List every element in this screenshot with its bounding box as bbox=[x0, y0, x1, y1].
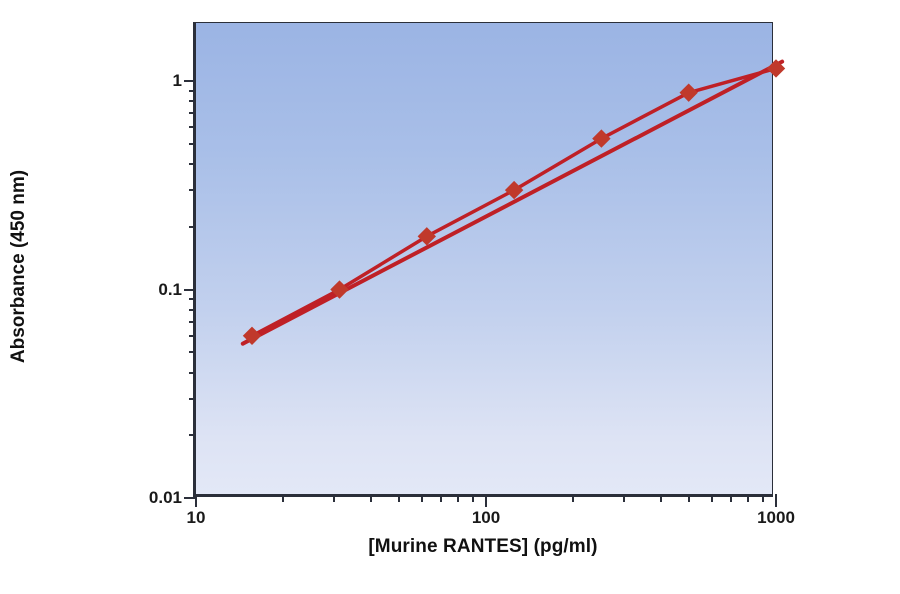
y-axis-tick-major bbox=[184, 497, 196, 499]
y-axis-tick-major bbox=[184, 80, 196, 83]
x-axis-tick-label: 10 bbox=[186, 508, 206, 527]
data-point-marker[interactable] bbox=[679, 83, 698, 102]
x-axis-tick-minor bbox=[687, 494, 690, 502]
x-axis-tick-minor bbox=[420, 494, 423, 502]
x-axis-tick-major bbox=[485, 494, 487, 507]
data-point-marker[interactable] bbox=[766, 59, 786, 78]
x-axis-tick-minor bbox=[746, 494, 749, 502]
y-axis-tick-minor bbox=[189, 100, 196, 103]
x-axis-tick-minor bbox=[369, 494, 372, 502]
y-axis-tick-minor bbox=[189, 126, 196, 129]
x-axis-tick-major bbox=[195, 494, 197, 507]
y-axis-tick-label: 1 bbox=[172, 71, 182, 91]
y-axis-tick-minor bbox=[189, 434, 196, 437]
x-axis-tick-major bbox=[775, 494, 777, 507]
x-axis-tick-minor bbox=[456, 494, 459, 502]
y-axis-tick-minor bbox=[189, 351, 196, 354]
x-axis-tick-minor bbox=[440, 494, 443, 502]
data-point-marker[interactable] bbox=[417, 227, 437, 246]
y-axis-tick-minor bbox=[189, 225, 196, 228]
y-axis-tick-minor bbox=[189, 142, 196, 145]
x-axis-title: [Murine RANTES] (pg/ml) bbox=[368, 536, 598, 557]
y-axis-tick-label: 0.01 bbox=[148, 488, 182, 507]
data-point-marker[interactable] bbox=[592, 129, 611, 148]
y-axis-tick-minor bbox=[189, 163, 196, 166]
y-axis-tick-major bbox=[184, 288, 196, 291]
data-point-marker[interactable] bbox=[242, 326, 262, 346]
x-axis-tick-minor bbox=[730, 494, 733, 502]
y-axis-title: Absorbance (450 nm) bbox=[8, 169, 29, 364]
y-axis-tick-minor bbox=[189, 308, 196, 311]
data-point-marker[interactable] bbox=[330, 280, 349, 299]
x-axis-tick-minor bbox=[572, 494, 575, 502]
data-series-layer bbox=[240, 59, 786, 346]
x-axis-tick-label: 1000 bbox=[757, 508, 795, 527]
y-axis-tick-minor bbox=[189, 371, 196, 374]
y-axis-tick-minor bbox=[189, 334, 196, 337]
x-axis-tick-label: 100 bbox=[471, 508, 501, 527]
x-axis-tick-minor bbox=[471, 494, 474, 502]
y-axis-tick-minor bbox=[189, 89, 196, 92]
trend-line bbox=[240, 59, 785, 346]
y-axis-tick-minor bbox=[189, 298, 196, 301]
y-axis-tick-minor bbox=[189, 189, 196, 192]
x-axis-tick-minor bbox=[659, 494, 662, 502]
x-axis-tick-minor bbox=[623, 494, 626, 502]
y-axis-tick-minor bbox=[189, 397, 196, 400]
x-axis-tick-minor bbox=[761, 494, 764, 502]
y-axis-tick-minor bbox=[189, 320, 196, 323]
plot-area: 1 0.1 0.01 10 100 1000 bbox=[149, 22, 795, 527]
data-point-marker[interactable] bbox=[504, 180, 524, 200]
x-axis-tick-minor bbox=[710, 494, 713, 502]
x-axis-tick-minor bbox=[397, 494, 400, 502]
y-axis-tick-label: 0.1 bbox=[158, 279, 182, 299]
x-axis-tick-minor bbox=[333, 494, 336, 502]
x-axis-tick-minor bbox=[282, 494, 285, 502]
y-axis-tick-minor bbox=[189, 112, 196, 115]
